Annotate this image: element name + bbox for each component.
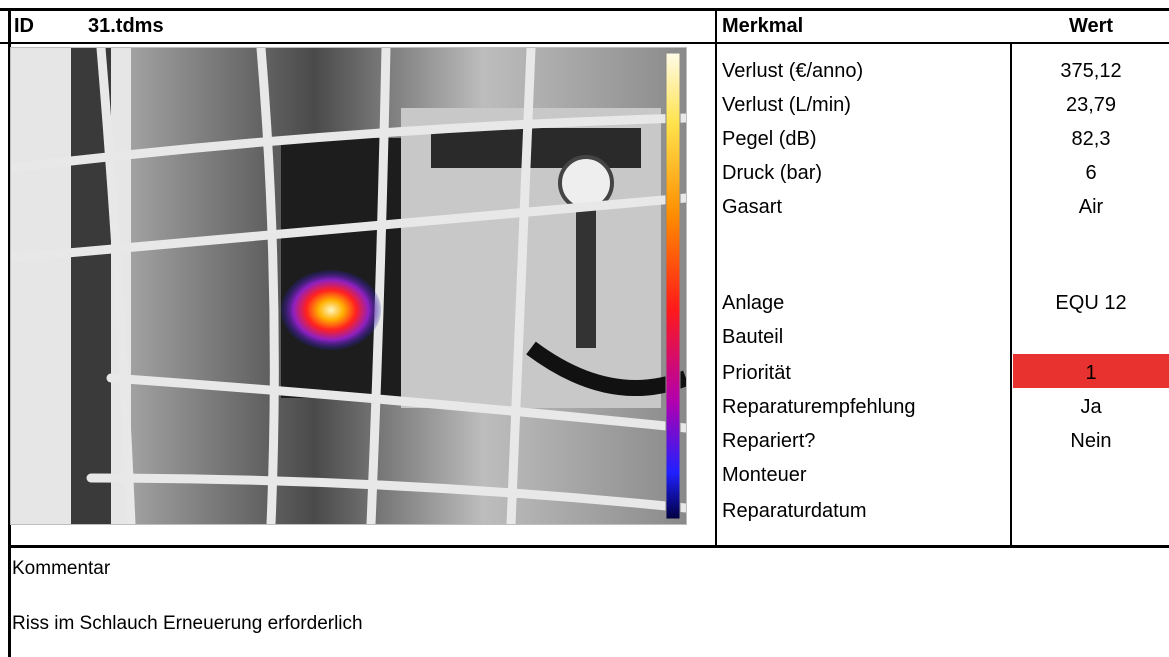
label-gasart: Gasart	[722, 196, 783, 218]
comment-text: Riss im Schlauch Erneuerung erforderlich	[12, 613, 363, 634]
id-label: ID	[14, 15, 34, 37]
value-pegel: 82,3	[1071, 128, 1111, 150]
feature-header: Merkmal	[722, 15, 804, 37]
image-column-divider	[715, 8, 717, 547]
value-column-divider	[1010, 42, 1012, 547]
label-druck: Druck (bar)	[722, 162, 823, 184]
label-bauteil: Bauteil	[722, 326, 784, 348]
file-name: 31.tdms	[88, 15, 164, 37]
value-gasart: Air	[1078, 196, 1104, 218]
value-bauteil	[1013, 320, 1169, 354]
header-divider	[0, 42, 1169, 44]
label-pegel: Pegel (dB)	[722, 128, 817, 150]
label-verlust-lmin: Verlust (L/min)	[722, 94, 851, 116]
left-border	[8, 8, 11, 657]
value-druck: 6	[1085, 162, 1097, 184]
value-anlage: EQU 12	[1055, 292, 1127, 314]
value-monteuer	[1013, 458, 1169, 492]
value-repariert: Nein	[1070, 430, 1112, 452]
acoustic-camera-image	[10, 47, 687, 525]
value-empty	[1013, 234, 1169, 268]
value-header: Wert	[1068, 15, 1114, 37]
comment-divider	[8, 545, 1169, 548]
label-prioritaet: Priorität	[722, 362, 791, 384]
label-monteuer: Monteuer	[722, 464, 807, 486]
value-verlust-euro: 375,12	[1060, 60, 1122, 82]
label-anlage: Anlage	[722, 292, 785, 314]
label-reparaturempfehlung: Reparaturempfehlung	[722, 396, 916, 418]
label-repariert: Repariert?	[722, 430, 816, 452]
label-empty	[720, 234, 1012, 268]
value-prioritaet: 1	[1085, 362, 1097, 384]
value-reparaturdatum	[1013, 494, 1169, 528]
comment-label: Kommentar	[12, 558, 111, 579]
label-verlust-euro: Verlust (€/anno)	[722, 60, 864, 82]
top-border	[0, 8, 1169, 11]
value-reparaturempfehlung: Ja	[1080, 396, 1102, 418]
label-reparaturdatum: Reparaturdatum	[722, 500, 867, 522]
priority-highlight	[1013, 354, 1169, 388]
value-verlust-lmin: 23,79	[1065, 94, 1117, 116]
